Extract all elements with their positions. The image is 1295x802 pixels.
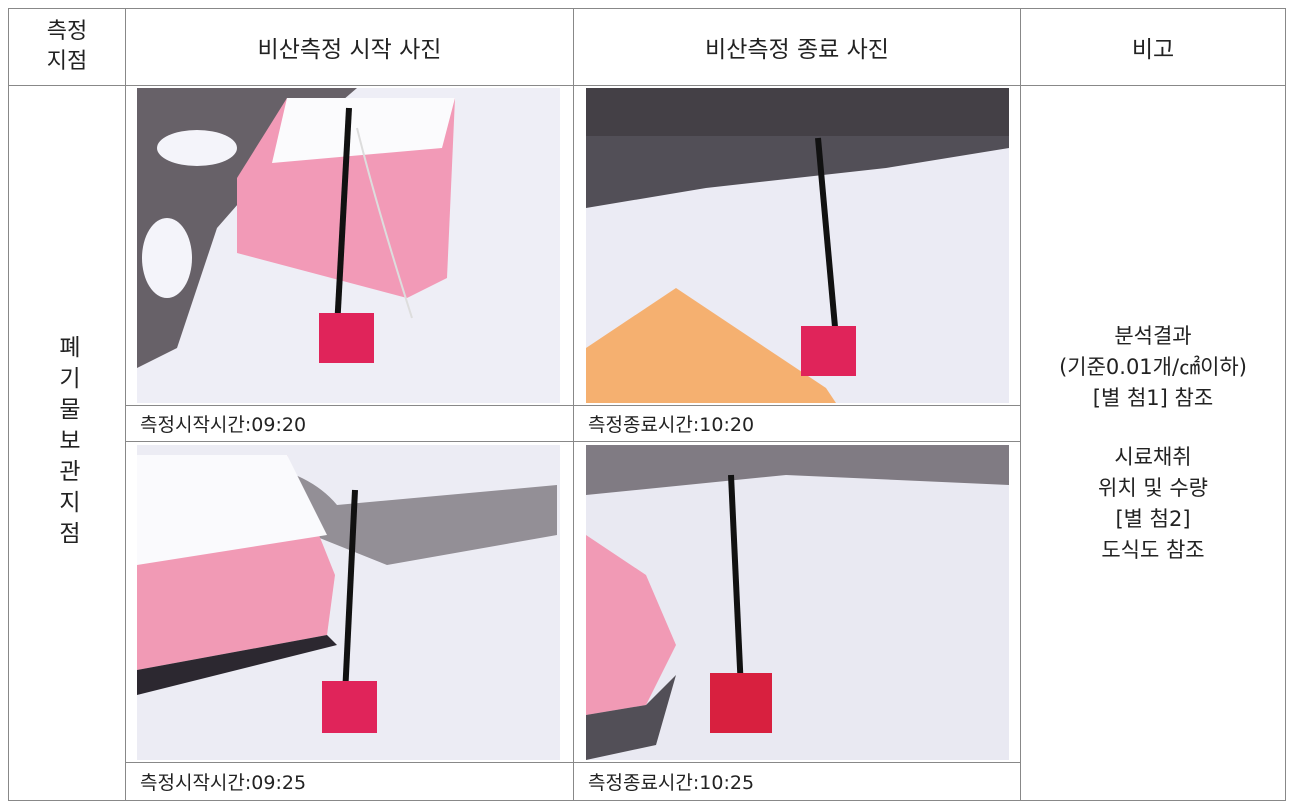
remarks-group: 분석결과 (기준0.01개/㎠이하) [별 첨1] 참조 — [1059, 321, 1247, 414]
photo — [586, 445, 1009, 760]
caption: 측정종료시간:10:25 — [573, 762, 1021, 801]
header-text: 비산측정 시작 사진 — [257, 37, 442, 63]
caption-text: 측정시작시간:09:25 — [140, 772, 307, 794]
caption-text: 측정종료시간:10:20 — [588, 414, 755, 436]
header-cell: 비산측정 종료 사진 — [573, 8, 1021, 86]
header-text: 측정 지점 — [46, 19, 88, 74]
photo — [137, 445, 560, 760]
caption-text: 측정종료시간:10:25 — [588, 772, 755, 794]
remarks-line: 시료채취 — [1114, 444, 1192, 469]
remarks-line: 분석결과 — [1114, 323, 1192, 348]
header-text: 비고 — [1131, 37, 1175, 63]
location-cell: 폐기물보관지점 — [8, 85, 126, 801]
remarks-line: (기준0.01개/㎠이하) — [1059, 354, 1247, 379]
caption-text: 측정시작시간:09:20 — [140, 414, 307, 436]
caption: 측정시작시간:09:25 — [125, 762, 574, 801]
remarks-line: [별 첨2] — [1115, 506, 1191, 531]
remarks-line: [별 첨1] 참조 — [1092, 385, 1214, 410]
caption: 측정종료시간:10:20 — [573, 405, 1021, 442]
photo — [137, 88, 560, 403]
remarks-line: 위치 및 수량 — [1098, 475, 1208, 500]
location-text: 폐기물보관지점 — [54, 334, 80, 552]
header-cell: 측정 지점 — [8, 8, 126, 86]
header-text: 비산측정 종료 사진 — [705, 37, 889, 63]
photo — [586, 88, 1009, 403]
remarks-line: 도식도 참조 — [1101, 537, 1205, 562]
caption: 측정시작시간:09:20 — [125, 405, 574, 442]
header-cell: 비산측정 시작 사진 — [125, 8, 574, 86]
header-cell: 비고 — [1020, 8, 1286, 86]
